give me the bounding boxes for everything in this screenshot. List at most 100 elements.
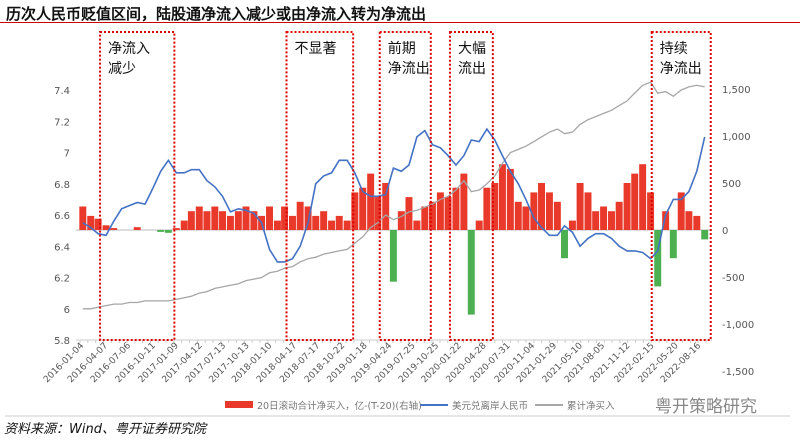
highlight-label: 流出 (458, 61, 486, 77)
highlight-label: 减少 (108, 61, 136, 77)
flow-bar (343, 220, 351, 230)
flow-bar (467, 230, 475, 315)
flow-bar (553, 201, 561, 230)
flow-bar (584, 192, 592, 230)
flow-bar (374, 197, 382, 230)
legend-swatch (225, 401, 253, 408)
flow-bar (483, 187, 491, 230)
flow-bar (654, 230, 662, 287)
flow-bar (662, 211, 670, 230)
flow-bar (94, 218, 102, 230)
flow-bar (677, 192, 685, 230)
flow-bar (475, 220, 483, 230)
flow-bar (615, 201, 623, 230)
highlight-box (378, 31, 432, 341)
highlight-box (285, 31, 355, 341)
flow-bar (164, 230, 172, 233)
left-axis-tick: 7 (64, 149, 70, 160)
right-axis-tick: -1,000 (722, 320, 754, 331)
flow-bar (296, 201, 304, 230)
left-axis-tick: 6.8 (54, 180, 70, 191)
flow-bar (561, 230, 568, 259)
left-axis-tick: 6.4 (54, 242, 70, 253)
highlight-label: 净流出 (388, 61, 430, 77)
highlight-label: 净流出 (660, 61, 702, 77)
flow-bar (328, 220, 336, 230)
right-axis-tick: 500 (722, 179, 741, 190)
flow-bar (538, 183, 545, 230)
flow-bar (211, 206, 219, 230)
right-axis-tick: -1,500 (722, 367, 754, 378)
flow-bar (693, 215, 701, 230)
flow-bar (351, 192, 359, 230)
cumulative-line (82, 81, 705, 310)
flow-bar (647, 192, 655, 230)
legend-label: 累计净买入 (567, 400, 615, 412)
flow-bar (576, 183, 584, 230)
flow-bar (203, 211, 211, 230)
highlight-box (650, 31, 712, 341)
highlight-label: 前期 (388, 40, 416, 57)
flow-bar (157, 230, 165, 232)
flow-bar (421, 206, 429, 230)
right-axis-tick: 0 (722, 226, 728, 237)
flow-bar (669, 230, 677, 259)
right-axis-tick: 1,500 (722, 85, 751, 96)
flow-bar (87, 215, 95, 230)
flow-bar (514, 201, 522, 230)
flow-bar (405, 197, 413, 230)
flow-bar (281, 206, 289, 230)
highlight-box (99, 31, 176, 341)
flow-bar (436, 192, 444, 230)
flow-bar (187, 211, 195, 230)
highlight-label: 净流入 (108, 41, 150, 57)
flow-bar (545, 192, 553, 230)
usdcnh-line (82, 127, 706, 263)
legend-label: 20日滚动合计净买入，亿-(T-20)(右轴) (257, 400, 422, 412)
left-axis-tick: 6.6 (54, 211, 70, 222)
flow-bar (219, 211, 226, 230)
flow-bar (180, 220, 188, 230)
flow-bar (428, 201, 436, 230)
title-divider (0, 22, 800, 23)
flow-bar (382, 183, 390, 230)
flow-bar (631, 173, 639, 230)
flow-bar (335, 215, 343, 230)
flow-bar (226, 215, 234, 230)
flow-bar (367, 173, 375, 230)
flow-bar (359, 187, 367, 230)
watermark: 粤开策略研究 (655, 397, 757, 417)
source-note: 资料来源：Wind、粤开证券研究院 (4, 422, 206, 437)
flow-bar (568, 220, 576, 230)
left-axis-tick: 5.8 (54, 336, 70, 347)
left-axis-tick: 6 (64, 305, 70, 316)
flow-bar (530, 192, 538, 230)
chart-title: 历次人民币贬值区间，陆股通净流入减少或由净流入转为净流出 (6, 5, 427, 23)
flow-bar (289, 215, 296, 230)
left-axis-tick: 7.2 (54, 117, 70, 128)
flow-bar (195, 206, 203, 230)
flow-bar (623, 183, 631, 230)
flow-bar (320, 211, 328, 230)
flow-bar (133, 227, 141, 230)
flow-bar (110, 228, 118, 230)
flow-bar (592, 211, 600, 230)
flow-bar (491, 183, 499, 230)
flow-bar (250, 211, 258, 230)
flow-bar (413, 220, 421, 230)
flow-bar (701, 230, 709, 240)
highlight-label: 持续 (660, 40, 688, 57)
flow-bar (452, 187, 460, 230)
flow-bar (234, 211, 242, 230)
flow-bar (312, 215, 320, 230)
left-axis-tick: 6.2 (54, 274, 70, 285)
flow-bar (266, 206, 273, 230)
flow-bar (444, 197, 452, 230)
flow-bar (608, 211, 615, 230)
flow-bar (273, 220, 281, 230)
flow-bar (389, 230, 397, 282)
flow-bar (639, 164, 647, 230)
flow-bar (522, 206, 530, 230)
flow-bar (102, 225, 110, 230)
